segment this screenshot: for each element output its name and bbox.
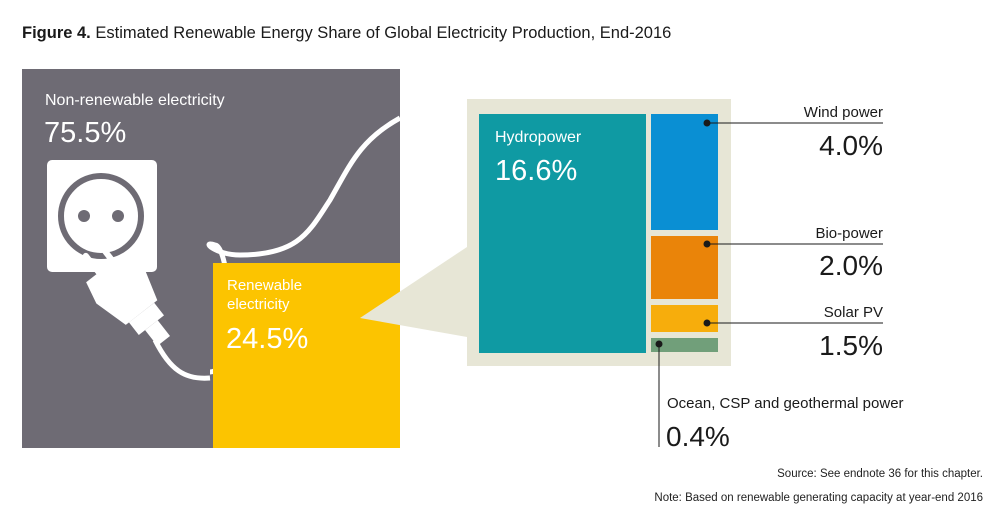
- figure-number: Figure 4.: [22, 24, 91, 42]
- tile-ocean-csp-geothermal: [651, 338, 718, 352]
- renewable-value: 24.5%: [226, 323, 308, 355]
- solar-pv-label: Solar PV: [824, 304, 883, 321]
- figure-title: Figure 4. Estimated Renewable Energy Sha…: [22, 24, 671, 43]
- non-renewable-value: 75.5%: [44, 117, 126, 149]
- wind-power-label: Wind power: [804, 104, 883, 121]
- leader-wind: [703, 119, 883, 127]
- tile-hydropower: [479, 114, 646, 353]
- solar-pv-value: 1.5%: [819, 330, 883, 361]
- tile-solar-pv: [651, 305, 718, 332]
- ocean-csp-geothermal-value: 0.4%: [666, 421, 730, 452]
- tile-wind-power: [651, 114, 718, 230]
- capacity-note: Note: Based on renewable generating capa…: [654, 492, 983, 504]
- hydropower-label: Hydropower: [495, 129, 582, 146]
- hydropower-value: 16.6%: [495, 155, 577, 187]
- ocean-csp-geothermal-label: Ocean, CSP and geothermal power: [667, 395, 904, 412]
- renewable-label-line-2: electricity: [227, 296, 290, 313]
- callout-pointer: [360, 247, 467, 337]
- renewable-label-line-1: Renewable: [227, 277, 302, 294]
- leader-ocean: [655, 340, 663, 447]
- figure-title-text: Estimated Renewable Energy Share of Glob…: [95, 24, 672, 42]
- non-renewable-label: Non-renewable electricity: [45, 92, 225, 109]
- wind-power-value: 4.0%: [819, 130, 883, 161]
- bio-power-value: 2.0%: [819, 250, 883, 281]
- renewable-block: [213, 263, 400, 448]
- leader-solar: [703, 319, 883, 327]
- bio-power-label: Bio-power: [815, 225, 883, 242]
- source-note: Source: See endnote 36 for this chapter.: [777, 468, 983, 480]
- leader-bio: [703, 240, 883, 248]
